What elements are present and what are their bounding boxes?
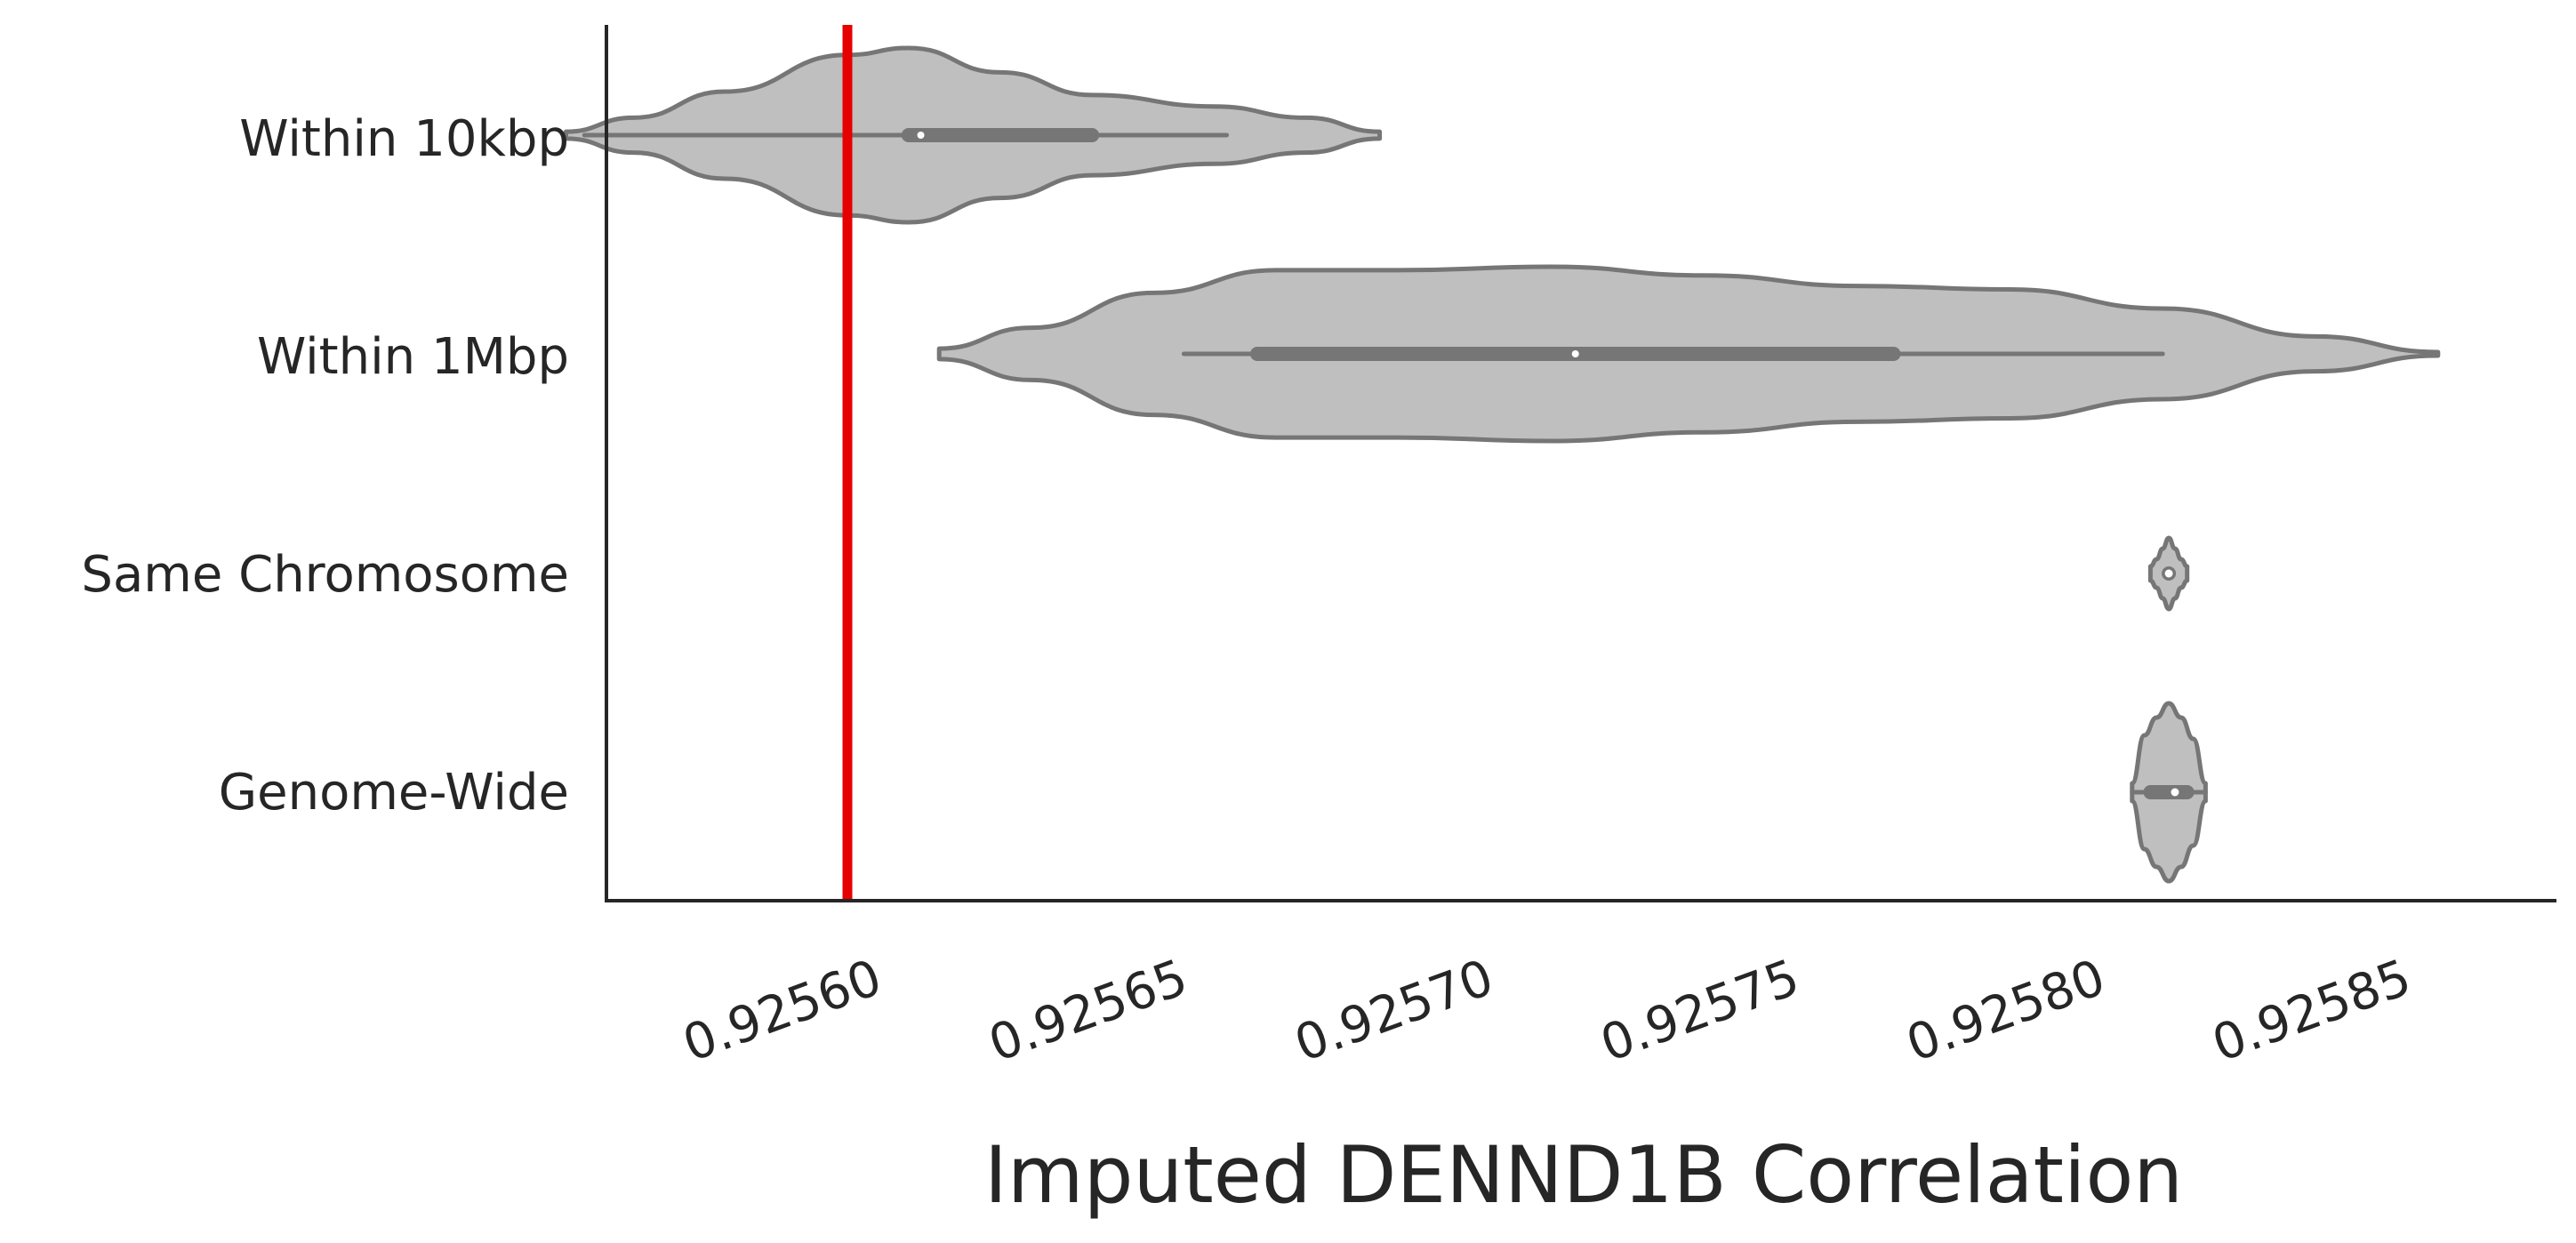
y-tick-label-within-1mbp: Within 1Mbp (257, 328, 569, 386)
violin-group-3 (2130, 701, 2208, 884)
plot-area (564, 25, 2441, 901)
x-tick-label: 0.92575 (1593, 949, 1807, 1073)
violin-median-dot (2171, 788, 2179, 797)
x-axis-title: Imputed DENND1B Correlation (984, 1129, 2183, 1221)
y-tick-label-same-chromosome: Same Chromosome (81, 546, 569, 604)
x-tick-label: 0.92570 (1288, 949, 1501, 1073)
violin-group-0 (564, 45, 1383, 225)
y-tick-label-within-10kbp: Within 10kbp (239, 110, 569, 168)
violin-group-2 (2147, 535, 2190, 612)
violin-median-dot (1571, 350, 1579, 357)
violin-median-dot (917, 132, 925, 139)
x-tick-label: 0.92565 (982, 949, 1195, 1073)
violin-median-dot (2164, 569, 2173, 578)
x-tick-labels: 0.92560 0.92565 0.92570 0.92575 0.92580 … (676, 949, 2419, 1073)
x-tick-label: 0.92560 (676, 949, 889, 1073)
x-tick-label: 0.92585 (2205, 949, 2419, 1073)
y-tick-label-genome-wide: Genome-Wide (219, 764, 569, 822)
x-tick-label: 0.92580 (1899, 949, 2113, 1073)
y-tick-labels: Within 10kbp Within 1Mbp Same Chromosome… (81, 110, 569, 822)
violin-group-1 (936, 264, 2441, 444)
